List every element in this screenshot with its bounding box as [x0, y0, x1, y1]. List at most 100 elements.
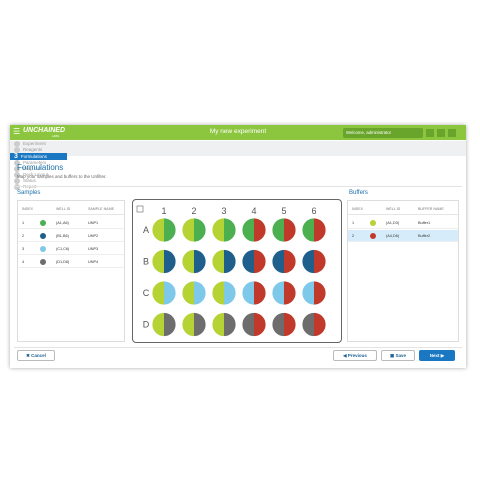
well[interactable]: [271, 217, 297, 243]
step[interactable]: Parameters: [10, 160, 67, 166]
well-rim: [151, 249, 177, 274]
well[interactable]: [151, 217, 177, 243]
well-left: [182, 249, 194, 274]
table-row[interactable]: 1 (A1,A6) UNP1: [18, 217, 124, 229]
well[interactable]: [211, 280, 237, 306]
previous-button[interactable]: ◀ Previous: [333, 350, 377, 361]
logo: UNCHAINED: [23, 127, 65, 134]
next-button[interactable]: Next ▶: [419, 350, 455, 361]
column-header: WELL ID: [56, 207, 71, 211]
close[interactable]: [448, 129, 456, 137]
cancel-button[interactable]: ✖ Cancel: [17, 350, 55, 361]
well-right: [224, 249, 236, 274]
step-check: [14, 166, 20, 172]
well[interactable]: [181, 312, 207, 337]
well[interactable]: [151, 280, 177, 306]
well[interactable]: [241, 249, 267, 274]
header-rule: [348, 214, 458, 215]
step[interactable]: Prep List: [10, 166, 67, 172]
well[interactable]: [301, 280, 327, 306]
column-label: 3: [221, 206, 226, 216]
column-header: BUFFER NAME: [418, 207, 444, 211]
minimize[interactable]: [426, 129, 434, 137]
column-header: INDEX: [352, 207, 363, 211]
well[interactable]: [151, 312, 177, 337]
well-right: [254, 249, 266, 274]
row-name: UNP4: [88, 260, 99, 264]
table-row[interactable]: 4 (D1,D6) UNP4: [18, 256, 124, 268]
well-right: [224, 312, 236, 337]
table-row[interactable]: 1 (A1,D3) Buffer1: [348, 217, 458, 229]
well-left: [242, 249, 254, 274]
step[interactable]: Status: [10, 178, 67, 184]
header-rule: [18, 214, 124, 215]
row-index: 1: [22, 221, 25, 225]
row-label: C: [143, 288, 150, 298]
well-right: [284, 249, 296, 274]
well-rim: [151, 312, 177, 337]
well-left: [212, 218, 224, 242]
well[interactable]: [301, 312, 327, 337]
well[interactable]: [241, 217, 267, 243]
table-row[interactable]: 2 (B1,B6) UNP2: [18, 230, 124, 242]
well-left: [152, 249, 164, 274]
top-bar: ☰ UNCHAINED LABS My new experiment Welco…: [10, 125, 466, 140]
well-right: [194, 312, 206, 337]
well-right: [164, 281, 176, 305]
user-menu[interactable]: Welcome, administrator: [343, 128, 423, 138]
well[interactable]: [151, 249, 177, 274]
well-right: [164, 218, 176, 242]
menu-icon[interactable]: ☰: [13, 127, 21, 136]
well-left: [272, 281, 284, 305]
step-label: Parameters: [23, 160, 47, 166]
row-name: Buffer1: [418, 221, 431, 225]
well-right: [254, 281, 266, 305]
well[interactable]: [181, 280, 207, 306]
step-number: 3: [14, 153, 18, 160]
well[interactable]: [301, 249, 327, 274]
step-check: [14, 184, 20, 190]
well[interactable]: [271, 280, 297, 306]
select-all[interactable]: [136, 205, 144, 213]
well-right: [284, 281, 296, 305]
step[interactable]: Experiment: [10, 141, 67, 147]
well-left: [182, 312, 194, 337]
well-rim: [271, 217, 297, 243]
color-dot: [40, 246, 46, 252]
well-right: [164, 249, 176, 274]
table-row[interactable]: 3 (C1,C6) UNP3: [18, 243, 124, 255]
well-left: [272, 249, 284, 274]
well-rim: [181, 217, 207, 243]
step[interactable]: Deck Layout: [10, 172, 67, 178]
well[interactable]: [301, 217, 327, 243]
step[interactable]: Reagents: [10, 147, 67, 153]
table-row[interactable]: 2 (A4,D6) Buffer2: [348, 230, 458, 242]
row-name: UNP1: [88, 221, 99, 225]
row-label: A: [143, 225, 149, 235]
well-right: [314, 249, 326, 274]
step[interactable]: 3 Formulations: [10, 153, 67, 160]
well[interactable]: [211, 312, 237, 337]
well[interactable]: [241, 312, 267, 337]
well[interactable]: [181, 249, 207, 274]
well-id: (C1,C6): [56, 247, 70, 251]
step-label: Reagents: [23, 147, 43, 153]
well[interactable]: [211, 217, 237, 243]
well[interactable]: [271, 249, 297, 274]
well-rim: [181, 249, 207, 274]
well[interactable]: [211, 249, 237, 274]
maximize[interactable]: [437, 129, 445, 137]
divider: [14, 186, 462, 187]
well[interactable]: [241, 280, 267, 306]
well-left: [242, 281, 254, 305]
color-dot: [40, 220, 46, 226]
step-check: [14, 172, 20, 178]
well-left: [152, 218, 164, 242]
well-rim: [211, 249, 237, 274]
step-label: Experiment: [23, 141, 46, 147]
save-button[interactable]: ▣ Save: [381, 350, 415, 361]
well[interactable]: [271, 312, 297, 337]
well[interactable]: [181, 217, 207, 243]
color-dot: [40, 259, 46, 265]
